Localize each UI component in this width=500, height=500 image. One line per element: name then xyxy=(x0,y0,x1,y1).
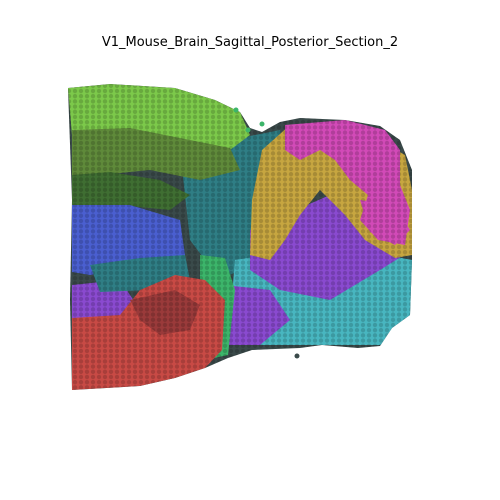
stray-spot xyxy=(233,107,239,113)
stray-spot xyxy=(294,353,300,359)
stray-spot xyxy=(259,121,265,127)
tissue-section xyxy=(68,84,412,390)
spot-texture xyxy=(68,84,412,390)
figure-title: V1_Mouse_Brain_Sagittal_Posterior_Sectio… xyxy=(101,35,399,50)
stray-spot xyxy=(245,127,251,133)
